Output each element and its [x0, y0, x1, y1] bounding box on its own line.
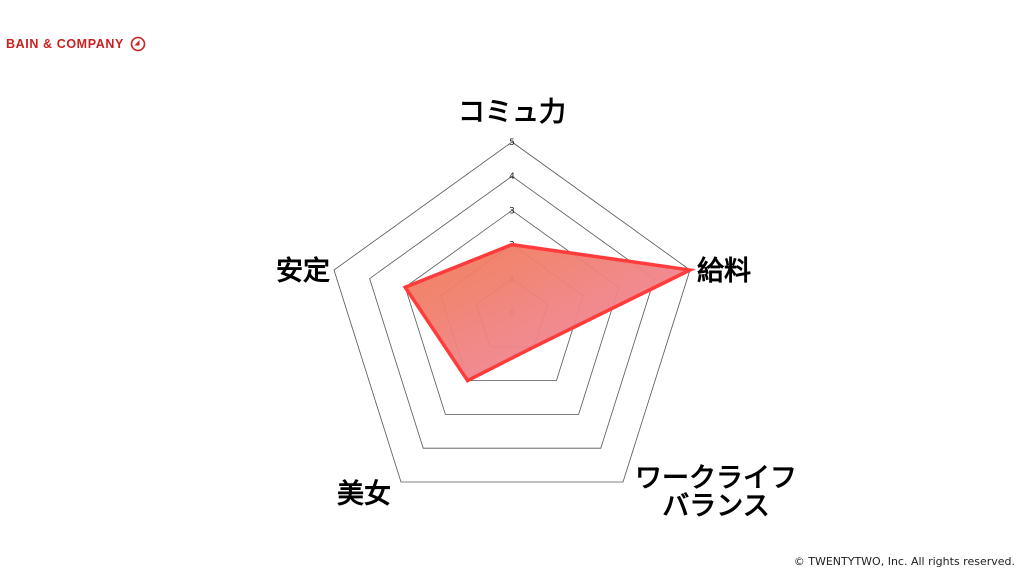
tick-label: 3 [509, 206, 515, 216]
axis-label-beauty: 美女 [337, 478, 391, 510]
data-point [403, 285, 407, 289]
axis-label-stability: 安定 [276, 255, 330, 287]
axis-label-salary: 給料 [697, 255, 751, 287]
data-point [510, 243, 514, 247]
data-point [688, 268, 692, 272]
brand-logo: BAIN & COMPANY [6, 36, 146, 52]
grid-ring-5 [333, 141, 691, 483]
tick-label: 5 [509, 138, 515, 148]
axis-label-communication: コミュ力 [458, 97, 566, 128]
axis-label-work-life-balance-2: バランス [662, 491, 769, 522]
series-area [402, 242, 696, 383]
tick-label: 4 [509, 172, 515, 182]
copyright-text: © TWENTYTWO, Inc. All rights reserved. [793, 555, 1015, 568]
bain-logo-icon [130, 36, 146, 52]
data-point [466, 379, 470, 383]
brand-name: BAIN & COMPANY [6, 37, 124, 51]
axis-label-work-life-balance-1: ワークライフ [635, 463, 797, 494]
data-point [532, 345, 536, 349]
